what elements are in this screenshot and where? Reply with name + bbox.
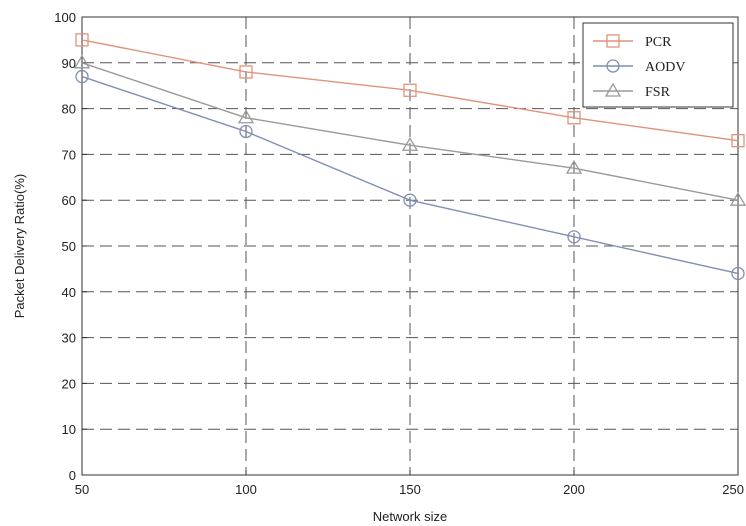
y-tick-label: 80 bbox=[62, 102, 76, 117]
data-point-pcr bbox=[403, 83, 417, 97]
x-tick-label: 150 bbox=[399, 482, 421, 497]
legend-label: AODV bbox=[645, 60, 685, 75]
legend-label: PCR bbox=[645, 35, 672, 50]
y-axis-label: Packet Delivery Ratio(%) bbox=[12, 174, 27, 319]
series-fsr bbox=[73, 54, 746, 206]
legend-item-fsr: FSR bbox=[593, 82, 671, 100]
x-tick-label: 50 bbox=[75, 482, 89, 497]
data-point-fsr bbox=[237, 109, 255, 124]
legend-label: FSR bbox=[645, 85, 671, 100]
series-pcr bbox=[75, 33, 745, 148]
legend-item-pcr: PCR bbox=[593, 34, 672, 50]
y-tick-label: 90 bbox=[62, 56, 76, 71]
series-aodv bbox=[75, 69, 745, 281]
data-point-aodv bbox=[567, 230, 581, 244]
legend-marker-triangle bbox=[604, 82, 622, 97]
legend-marker-square bbox=[606, 34, 620, 48]
series-line-pcr bbox=[81, 39, 739, 142]
y-tick-label: 100 bbox=[54, 10, 76, 25]
y-tick-label: 20 bbox=[62, 376, 76, 391]
data-point-aodv bbox=[403, 193, 417, 207]
x-axis-label: Network size bbox=[373, 509, 447, 524]
data-point-fsr bbox=[73, 54, 91, 69]
y-tick-label: 70 bbox=[62, 147, 76, 162]
y-tick-label: 50 bbox=[62, 239, 76, 254]
data-point-pcr bbox=[731, 134, 745, 148]
grid bbox=[81, 16, 739, 476]
y-tick-label: 30 bbox=[62, 331, 76, 346]
series-line-fsr bbox=[81, 62, 739, 201]
y-tick-label: 10 bbox=[62, 422, 76, 437]
legend-item-aodv: AODV bbox=[593, 59, 685, 75]
y-tick-label: 60 bbox=[62, 193, 76, 208]
series-layer bbox=[73, 33, 746, 281]
data-point-pcr bbox=[75, 33, 89, 47]
data-point-aodv bbox=[75, 69, 89, 84]
y-tick-label: 0 bbox=[69, 468, 76, 483]
series-line-aodv bbox=[81, 75, 739, 275]
legend-marker-circle bbox=[606, 59, 620, 73]
x-tick-label: 200 bbox=[563, 482, 585, 497]
data-point-pcr bbox=[239, 65, 253, 79]
data-point-aodv bbox=[731, 266, 745, 281]
data-point-fsr bbox=[565, 159, 583, 174]
data-point-pcr bbox=[567, 111, 581, 125]
data-point-aodv bbox=[239, 124, 253, 139]
tick-labels: 0 10 20 30 40 50 60 70 80 90 100 50 100 150 200 250 bbox=[54, 10, 744, 497]
legend-items: PCR AODV FSR bbox=[593, 34, 685, 100]
data-point-fsr bbox=[401, 136, 419, 151]
x-tick-label: 100 bbox=[235, 482, 257, 497]
y-tick-label: 40 bbox=[62, 285, 76, 300]
legend: PCR AODV FSR bbox=[582, 22, 734, 108]
plot-frame bbox=[81, 16, 739, 476]
x-tick-label: 250 bbox=[722, 482, 744, 497]
data-point-fsr bbox=[729, 191, 746, 206]
